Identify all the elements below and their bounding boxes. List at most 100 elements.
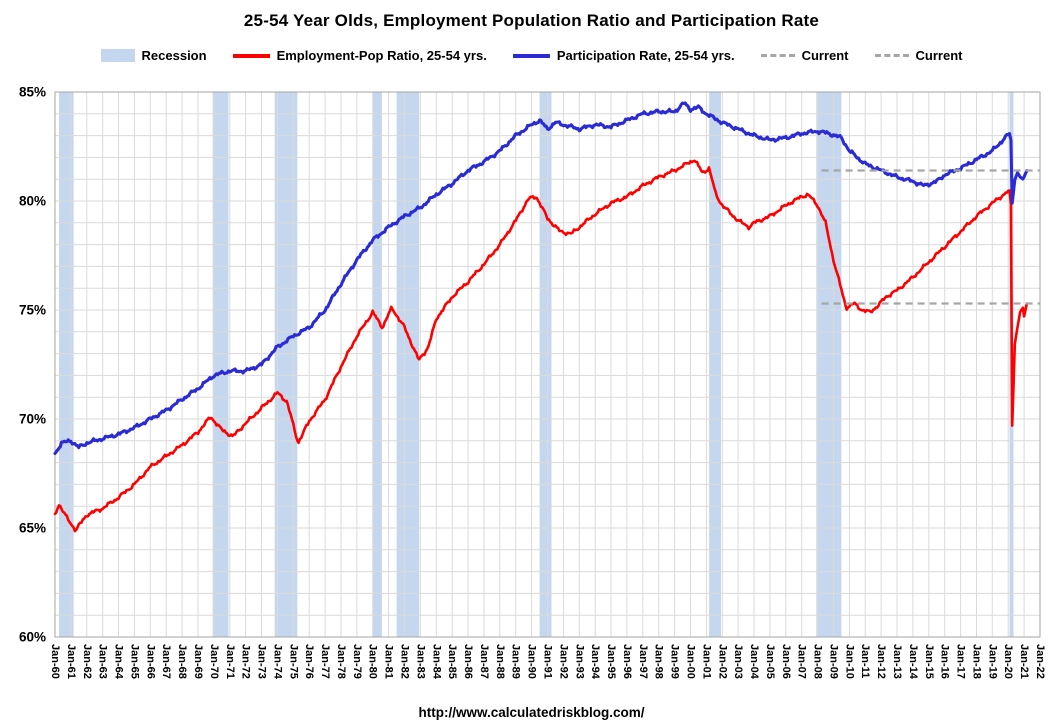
legend-item-recession: Recession xyxy=(100,48,207,63)
x-tick-label: Jan-22 xyxy=(1034,644,1046,679)
x-tick-label: Jan-20 xyxy=(1002,644,1014,679)
recession-band xyxy=(274,92,298,637)
y-tick-label: 85% xyxy=(19,85,46,100)
current-participation-swatch xyxy=(760,54,795,57)
recession-band xyxy=(59,92,74,637)
x-tick-label: Jan-10 xyxy=(843,644,855,679)
x-tick-label: Jan-77 xyxy=(319,644,331,679)
x-tick-label: Jan-62 xyxy=(81,644,93,679)
x-tick-label: Jan-94 xyxy=(589,644,601,680)
recession-band xyxy=(372,92,382,637)
x-tick-label: Jan-66 xyxy=(144,644,156,679)
x-tick-label: Jan-69 xyxy=(192,644,204,679)
x-tick-label: Jan-63 xyxy=(97,644,109,679)
legend-label-current-employment: Current xyxy=(915,48,963,63)
x-tick-label: Jan-85 xyxy=(446,644,458,679)
current-employment-swatch xyxy=(874,54,909,57)
x-tick-label: Jan-06 xyxy=(780,644,792,679)
x-tick-label: Jan-78 xyxy=(335,644,347,679)
legend-label-recession: Recession xyxy=(141,48,207,63)
x-tick-label: Jan-21 xyxy=(1018,644,1030,679)
source-url: http://www.calculatedriskblog.com/ xyxy=(418,705,645,720)
employment-line-swatch xyxy=(232,53,270,58)
x-tick-label: Jan-11 xyxy=(859,644,871,678)
x-tick-label: Jan-87 xyxy=(478,644,490,679)
x-tick-label: Jan-86 xyxy=(462,644,474,679)
x-tick-label: Jan-65 xyxy=(128,644,140,679)
x-tick-label: Jan-00 xyxy=(685,644,697,679)
x-tick-label: Jan-93 xyxy=(573,644,585,679)
y-tick-label: 75% xyxy=(19,303,46,318)
x-tick-label: Jan-82 xyxy=(399,644,411,679)
recession-swatch xyxy=(100,49,135,62)
participation-line xyxy=(53,101,1029,456)
x-tick-label: Jan-79 xyxy=(351,644,363,679)
legend-item-participation: Participation Rate, 25-54 yrs. xyxy=(512,48,735,63)
participation-line-swatch xyxy=(512,53,550,58)
x-tick-label: Jan-07 xyxy=(796,644,808,679)
x-tick-label: Jan-98 xyxy=(653,644,665,679)
plot-border xyxy=(54,91,1041,638)
x-tick-label: Jan-67 xyxy=(160,644,172,679)
recession-band xyxy=(396,92,420,637)
y-tick-label: 65% xyxy=(19,521,46,536)
y-tick-label: 60% xyxy=(19,630,46,645)
x-tick-label: Jan-60 xyxy=(49,644,61,679)
recession-bands xyxy=(59,92,1014,637)
x-tick-label: Jan-95 xyxy=(605,644,617,679)
x-tick-label: Jan-72 xyxy=(240,644,252,679)
x-tick-label: Jan-01 xyxy=(700,644,712,679)
x-tick-label: Jan-75 xyxy=(287,644,299,679)
x-tick-label: Jan-99 xyxy=(669,644,681,679)
x-tick-label: Jan-12 xyxy=(875,644,887,679)
legend: Recession Employment-Pop Ratio, 25-54 yr… xyxy=(0,48,1063,63)
legend-item-current-participation: Current xyxy=(760,48,849,63)
x-tick-label: Jan-68 xyxy=(176,644,188,679)
x-tick-label: Jan-08 xyxy=(812,644,824,679)
x-tick-label: Jan-90 xyxy=(526,644,538,679)
x-tick-label: Jan-89 xyxy=(510,644,522,679)
x-tick-label: Jan-19 xyxy=(986,644,998,679)
x-tick-label: Jan-15 xyxy=(923,644,935,679)
x-tick-label: Jan-61 xyxy=(65,644,77,679)
recession-band xyxy=(212,92,229,637)
x-tick-label: Jan-04 xyxy=(748,644,760,680)
x-tick-label: Jan-71 xyxy=(224,644,236,679)
recession-band xyxy=(709,92,721,637)
x-tick-label: Jan-73 xyxy=(256,644,268,679)
legend-label-employment: Employment-Pop Ratio, 25-54 yrs. xyxy=(276,48,487,63)
employment-line xyxy=(53,159,1029,533)
x-tick-label: Jan-09 xyxy=(828,644,840,679)
legend-item-current-employment: Current xyxy=(874,48,963,63)
x-tick-label: Jan-81 xyxy=(383,644,395,679)
recession-band xyxy=(539,92,552,637)
x-tick-label: Jan-96 xyxy=(621,644,633,679)
x-tick-label: Jan-03 xyxy=(732,644,744,679)
x-tick-label: Jan-02 xyxy=(716,644,728,679)
x-tick-label: Jan-92 xyxy=(557,644,569,679)
x-tick-label: Jan-83 xyxy=(414,644,426,679)
x-tick-label: Jan-17 xyxy=(955,644,967,679)
x-tick-label: Jan-74 xyxy=(271,644,283,680)
recession-band xyxy=(816,92,842,637)
x-tick-label: Jan-76 xyxy=(303,644,315,679)
x-tick-label: Jan-13 xyxy=(891,644,903,679)
x-tick-label: Jan-70 xyxy=(208,644,220,679)
x-tick-label: Jan-80 xyxy=(367,644,379,679)
y-tick-labels: 60% 65% 70% 75% 80% 85% xyxy=(19,85,46,645)
legend-label-current-participation: Current xyxy=(801,48,849,63)
x-tick-label: Jan-16 xyxy=(939,644,951,679)
x-tick-label: Jan-18 xyxy=(971,644,983,679)
y-tick-label: 70% xyxy=(19,412,46,427)
x-tick-label: Jan-84 xyxy=(430,644,442,680)
legend-label-participation: Participation Rate, 25-54 yrs. xyxy=(556,48,735,63)
x-tick-label: Jan-05 xyxy=(764,644,776,679)
x-tick-label: Jan-64 xyxy=(113,644,125,680)
x-tick-label: Jan-14 xyxy=(907,644,919,680)
legend-item-employment: Employment-Pop Ratio, 25-54 yrs. xyxy=(232,48,487,63)
x-tick-label: Jan-97 xyxy=(637,644,649,679)
x-tick-label: Jan-88 xyxy=(494,644,506,679)
y-tick-label: 80% xyxy=(19,194,46,209)
